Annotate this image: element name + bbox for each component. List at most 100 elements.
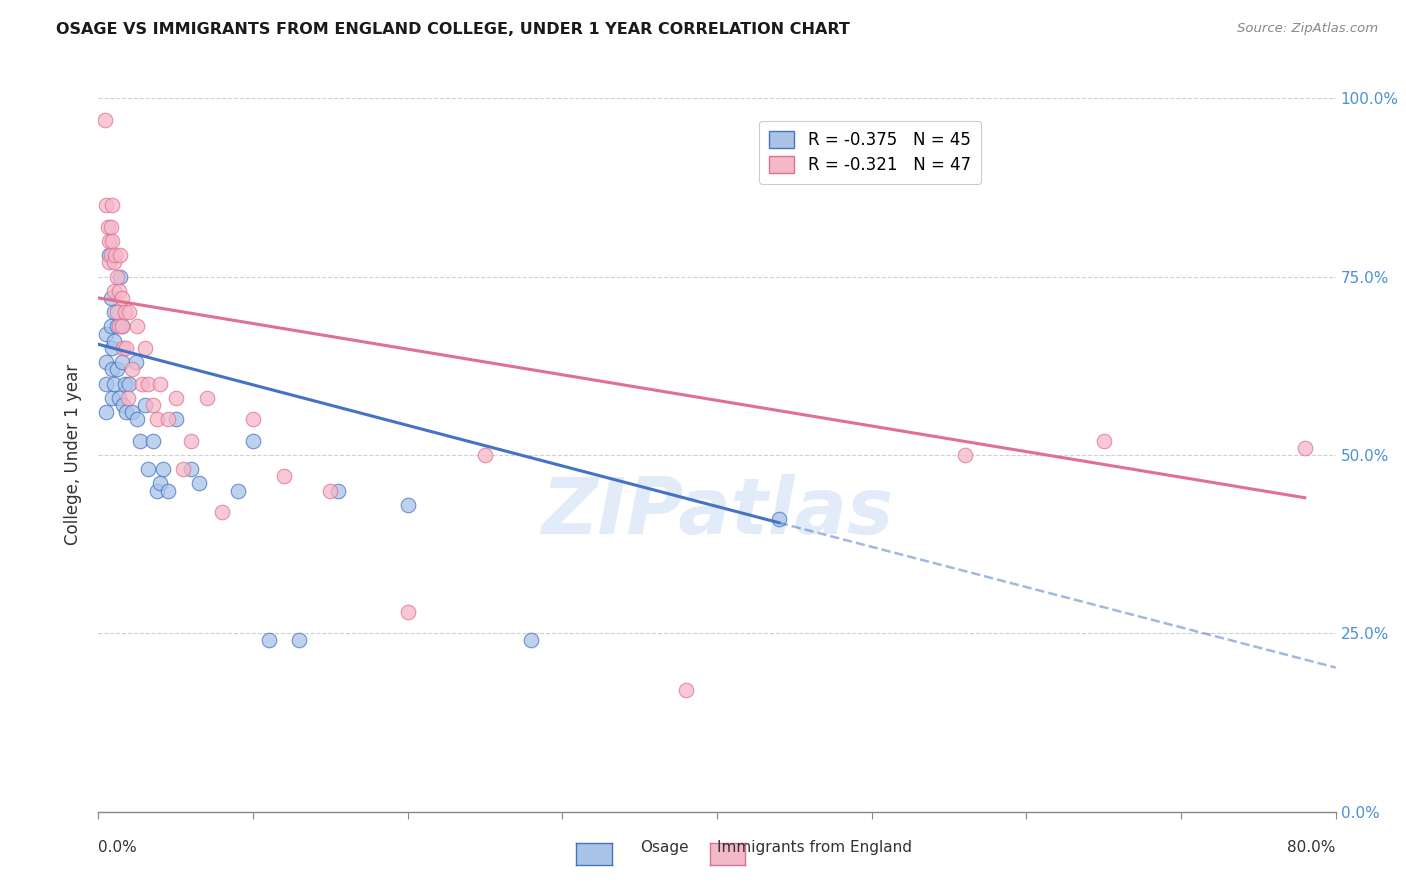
Point <box>100 248 122 262</box>
Legend: R = -0.375   N = 45, R = -0.321   N = 47: R = -0.375 N = 45, R = -0.321 N = 47 <box>759 120 981 184</box>
Point <box>134 341 156 355</box>
Text: Immigrants from England: Immigrants from England <box>717 840 912 855</box>
Point <box>112 341 135 355</box>
Point <box>768 512 790 526</box>
Point <box>111 291 134 305</box>
Point <box>149 376 172 391</box>
Point <box>173 462 195 476</box>
Point <box>146 483 169 498</box>
Point <box>226 483 249 498</box>
Point <box>103 284 125 298</box>
Y-axis label: College, Under 1 year: College, Under 1 year <box>65 364 83 546</box>
Text: ZIPatlas: ZIPatlas <box>541 474 893 550</box>
Point <box>142 398 165 412</box>
Point <box>105 319 128 334</box>
Point <box>101 391 124 405</box>
Point <box>121 362 143 376</box>
Point <box>136 462 159 476</box>
Point <box>127 412 149 426</box>
Text: Source: ZipAtlas.com: Source: ZipAtlas.com <box>1237 22 1378 36</box>
Point <box>242 434 264 448</box>
Point <box>195 391 218 405</box>
Point <box>114 376 136 391</box>
Point <box>114 305 136 319</box>
Point <box>96 405 118 419</box>
Point <box>105 362 128 376</box>
Text: 0.0%: 0.0% <box>98 840 138 855</box>
Point <box>211 505 233 519</box>
Point <box>165 412 187 426</box>
Point <box>1294 441 1316 455</box>
Point <box>188 476 211 491</box>
Point <box>115 341 138 355</box>
Point <box>131 376 153 391</box>
Point <box>112 398 135 412</box>
Point <box>117 391 139 405</box>
Point <box>108 248 131 262</box>
Point <box>101 362 124 376</box>
Point <box>242 412 264 426</box>
Text: 80.0%: 80.0% <box>1288 840 1336 855</box>
Text: Osage: Osage <box>640 840 689 855</box>
Point <box>396 605 419 619</box>
Point <box>474 448 496 462</box>
Point <box>96 355 118 369</box>
Point <box>180 434 202 448</box>
Point <box>103 255 125 269</box>
Point <box>98 255 121 269</box>
Point <box>273 469 295 483</box>
Point <box>288 633 311 648</box>
Point <box>127 319 149 334</box>
Point <box>111 355 134 369</box>
Point <box>165 391 187 405</box>
Point <box>97 219 120 234</box>
Point <box>118 376 141 391</box>
Point <box>96 326 118 341</box>
Point <box>100 291 122 305</box>
Point <box>1092 434 1115 448</box>
Point <box>101 341 124 355</box>
Point <box>157 483 180 498</box>
Point <box>107 319 129 334</box>
Point <box>157 412 180 426</box>
Point <box>105 269 128 284</box>
Point <box>953 448 976 462</box>
Point <box>98 248 121 262</box>
Point <box>180 462 202 476</box>
Point <box>104 248 127 262</box>
Point <box>103 334 125 348</box>
Point <box>101 234 124 248</box>
Point <box>326 483 350 498</box>
Point <box>152 462 174 476</box>
Point <box>107 284 129 298</box>
Point <box>111 319 134 334</box>
Point <box>105 305 128 319</box>
Point <box>100 319 122 334</box>
Point <box>107 391 129 405</box>
Point <box>257 633 280 648</box>
Point <box>134 398 156 412</box>
Point <box>93 112 115 127</box>
Point <box>96 198 118 212</box>
Point <box>96 376 118 391</box>
Point <box>124 355 146 369</box>
Point <box>520 633 543 648</box>
Point <box>136 376 159 391</box>
Point <box>142 434 165 448</box>
Point <box>98 234 121 248</box>
Point <box>675 683 697 698</box>
Point <box>149 476 172 491</box>
Point <box>319 483 342 498</box>
Point <box>115 405 138 419</box>
Point <box>103 376 125 391</box>
Point <box>101 198 124 212</box>
Point <box>396 498 419 512</box>
Point <box>129 434 152 448</box>
Point <box>111 319 134 334</box>
Point <box>100 219 122 234</box>
Point <box>146 412 169 426</box>
Text: OSAGE VS IMMIGRANTS FROM ENGLAND COLLEGE, UNDER 1 YEAR CORRELATION CHART: OSAGE VS IMMIGRANTS FROM ENGLAND COLLEGE… <box>56 22 851 37</box>
Point <box>121 405 143 419</box>
Point <box>103 305 125 319</box>
Point <box>108 269 131 284</box>
